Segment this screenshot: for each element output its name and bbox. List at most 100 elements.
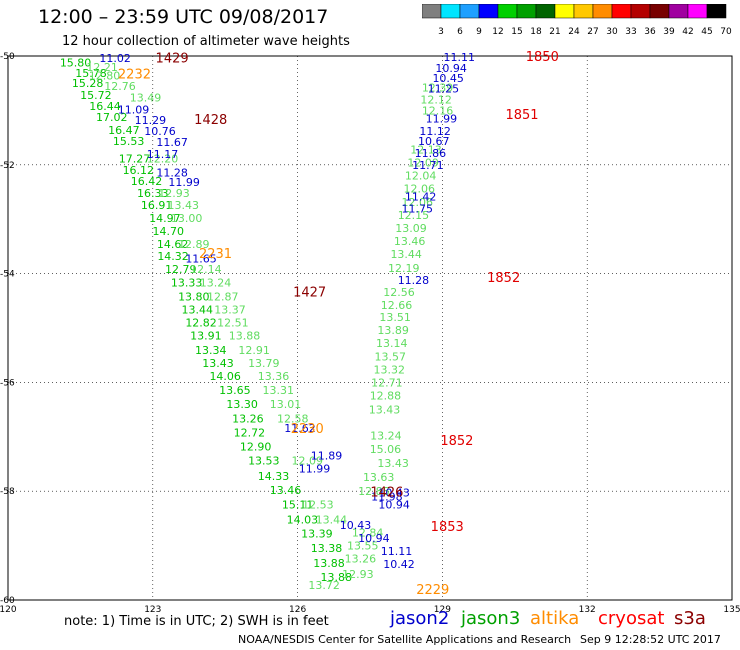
wave-height-point: 14.33 — [258, 470, 290, 483]
color-scale-label: 27 — [587, 27, 598, 37]
wave-height-point: 11.71 — [412, 159, 444, 172]
y-tick-label: -58 — [0, 487, 15, 497]
wave-height-point: 1427 — [293, 286, 326, 301]
wave-height-point: 16.33 — [137, 187, 169, 200]
wave-height-point: 1850 — [526, 50, 559, 65]
color-scale-label: 45 — [701, 27, 712, 37]
wave-height-point: 12.88 — [370, 389, 402, 402]
wave-height-point: 12.82 — [185, 317, 217, 330]
wave-height-point: 14.06 — [209, 370, 241, 383]
wave-height-point: 12.93 — [342, 568, 374, 581]
wave-height-point: 10.94 — [358, 532, 390, 545]
wave-height-point: 14.62 — [157, 238, 189, 251]
wave-height-point: 13.26 — [232, 412, 264, 425]
wave-height-point: 16.42 — [131, 175, 163, 188]
wave-height-point: 1851 — [505, 108, 538, 123]
wave-height-point: 12.58 — [277, 412, 309, 425]
wave-height-point: 12.66 — [381, 299, 413, 312]
wave-height-point: 12.12 — [420, 94, 452, 107]
wave-height-point: 12.72 — [234, 426, 266, 439]
wave-height-point: 11.11 — [444, 51, 476, 64]
wave-height-point: 16.12 — [123, 164, 155, 177]
wave-height-point: 13.44 — [390, 248, 422, 261]
wave-height-point: 13.26 — [345, 553, 377, 566]
color-scale-label: 70 — [720, 27, 732, 37]
wave-height-point: 15.80 — [60, 57, 92, 70]
wave-height-point: 12.51 — [217, 317, 249, 330]
wave-height-point: 12.79 — [165, 263, 197, 276]
wave-height-point: 13.65 — [219, 384, 251, 397]
wave-height-point: 13.72 — [308, 579, 340, 592]
wave-height-point: 15.06 — [370, 443, 402, 456]
wave-height-point: 17.27 — [119, 152, 151, 165]
wave-height-point: 11.99 — [426, 113, 458, 126]
wave-height-point: 15.78 — [75, 67, 107, 80]
y-tick-label: -60 — [0, 596, 15, 606]
wave-height-point: 12.89 — [178, 238, 210, 251]
wave-height-point: 16.91 — [141, 199, 173, 212]
wave-height-point: 12.19 — [388, 262, 420, 275]
wave-height-point: 13.55 — [347, 540, 379, 553]
wave-height-point: 2230 — [291, 422, 324, 437]
wave-height-point: 13.88 — [313, 557, 345, 570]
wave-height-point: 14.70 — [152, 225, 184, 238]
wave-height-point: 13.43 — [202, 357, 234, 370]
wave-height-point: 12.14 — [190, 263, 222, 276]
wave-height-point: 13.31 — [263, 384, 295, 397]
wave-height-point: 10.94 — [435, 62, 467, 75]
page-subtitle: 12 hour collection of altimeter wave hei… — [62, 34, 350, 49]
wave-height-point: 12.87 — [207, 290, 239, 303]
wave-height-point: 13.88 — [229, 330, 261, 343]
wave-height-point: 11.42 — [405, 190, 437, 203]
wave-height-point: 14.03 — [287, 513, 319, 526]
wave-height-point: 11.86 — [415, 147, 447, 160]
wave-height-point: 13.63 — [363, 471, 395, 484]
wave-height-point: 13.57 — [375, 350, 407, 363]
legend-altika: altika — [530, 608, 580, 629]
wave-height-point: 12.71 — [371, 376, 403, 389]
wave-height-point: 12.15 — [398, 209, 430, 222]
wave-height-point: 1428 — [194, 113, 227, 128]
color-scale-label: 15 — [511, 27, 522, 37]
color-scale-label: 3 — [438, 27, 444, 37]
x-tick-label: 123 — [144, 605, 161, 615]
wave-height-point: 10.43 — [378, 486, 410, 499]
wave-height-point: 1852 — [487, 271, 520, 286]
wave-height-point: 2232 — [118, 67, 151, 82]
color-scale-label: 39 — [663, 27, 675, 37]
wave-height-point: 2229 — [416, 583, 449, 598]
y-tick-label: -50 — [0, 52, 15, 62]
wave-height-point: 13.46 — [270, 484, 302, 497]
wave-height-point: 13.37 — [214, 304, 246, 317]
wave-height-point: 13.43 — [377, 457, 409, 470]
color-scale-label: 42 — [682, 27, 693, 37]
wave-height-point: 13.30 — [226, 398, 258, 411]
y-tick-label: -54 — [0, 270, 15, 280]
color-scale-label: 9 — [476, 27, 482, 37]
credit-line: NOAA/NESDIS Center for Satellite Applica… — [238, 633, 572, 646]
wave-height-point: 11.09 — [118, 103, 150, 116]
wave-height-point: 11.25 — [428, 83, 460, 96]
wave-height-point: 10.67 — [418, 135, 450, 148]
color-scale-label: 36 — [644, 27, 656, 37]
wave-height-point: 13.36 — [258, 370, 290, 383]
wave-height-point: 1852 — [440, 434, 473, 449]
footnote: note: 1) Time is in UTC; 2) SWH is in fe… — [64, 614, 329, 629]
wave-height-point: 12.53 — [302, 498, 334, 511]
wave-height-point: 11.98 — [371, 491, 403, 504]
legend-jason2: jason2 — [390, 608, 450, 629]
wave-height-point: 13.51 — [379, 311, 411, 324]
wave-height-point: 11.12 — [419, 125, 451, 138]
wave-height-point: 13.38 — [311, 542, 343, 555]
wave-height-point: 12.39 — [422, 82, 454, 95]
wave-height-point: 15.28 — [72, 77, 104, 90]
legend-s3a: s3a — [674, 608, 706, 629]
wave-height-point: 2231 — [199, 247, 232, 262]
color-scale-label: 24 — [568, 27, 580, 37]
wave-height-point: 12.16 — [422, 104, 454, 117]
wave-height-point: 11.67 — [156, 136, 188, 149]
wave-height-point: 12.88 — [358, 485, 390, 498]
wave-height-point: 14.32 — [157, 250, 189, 263]
